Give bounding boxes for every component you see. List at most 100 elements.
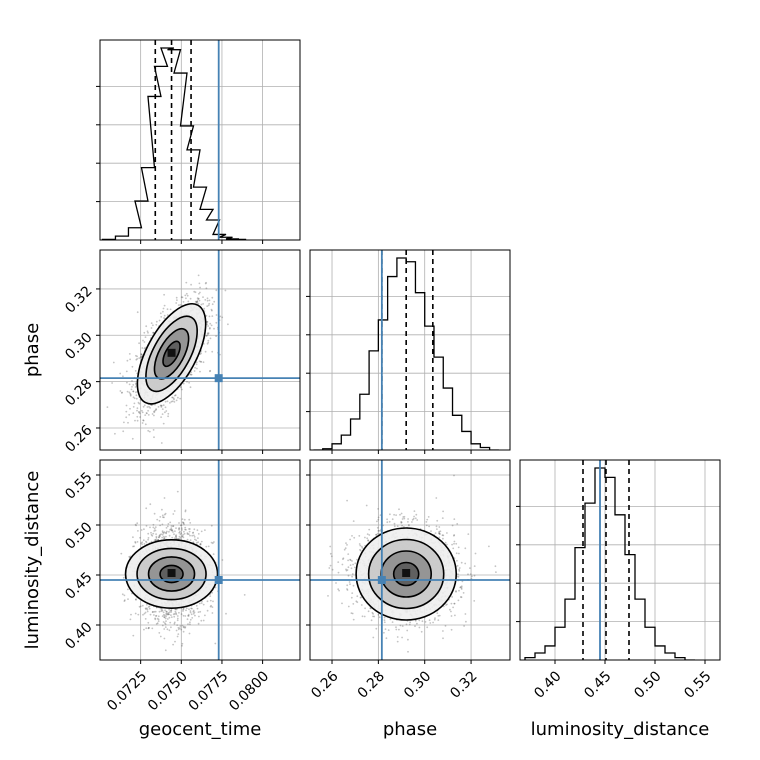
scatter-point — [155, 533, 158, 535]
scatter-point — [439, 530, 442, 533]
scatter-point — [398, 508, 400, 511]
scatter-point — [199, 610, 202, 613]
scatter-point — [184, 510, 187, 513]
scatter-point — [202, 303, 205, 305]
scatter-point — [199, 542, 202, 545]
scatter-point — [163, 616, 166, 619]
scatter-point — [200, 361, 203, 363]
scatter-point — [189, 528, 191, 530]
scatter-point — [172, 613, 175, 616]
scatter-point — [211, 606, 214, 608]
scatter-point — [215, 289, 218, 292]
scatter-point — [158, 610, 161, 613]
scatter-point — [136, 409, 138, 412]
scatter-point — [164, 617, 167, 620]
scatter-point — [160, 404, 163, 407]
scatter-point — [209, 370, 211, 373]
scatter-point — [173, 621, 176, 624]
scatter-point — [168, 611, 171, 614]
scatter-point — [128, 555, 131, 558]
scatter-point — [199, 370, 201, 373]
scatter-point — [142, 539, 145, 542]
scatter-point — [161, 514, 164, 517]
scatter-point — [450, 628, 453, 631]
scatter-point — [149, 613, 152, 616]
scatter-point — [178, 527, 181, 529]
scatter-point — [147, 606, 150, 608]
scatter-point — [451, 524, 454, 527]
scatter-point — [163, 513, 166, 516]
scatter-point — [154, 617, 157, 620]
scatter-point — [200, 530, 203, 533]
scatter-point — [155, 615, 157, 617]
scatter-point — [189, 610, 192, 612]
scatter-point — [134, 386, 137, 388]
contour-line-0 — [159, 564, 184, 584]
scatter-point — [179, 304, 182, 306]
scatter-point — [174, 530, 176, 533]
scatter-point — [119, 372, 122, 375]
scatter-point — [209, 337, 212, 340]
scatter-point — [129, 392, 132, 395]
scatter-point — [134, 419, 136, 422]
scatter-point — [170, 616, 173, 618]
scatter-point — [163, 535, 165, 538]
scatter-point — [130, 388, 133, 391]
scatter-point — [204, 299, 207, 301]
scatter-point — [160, 404, 163, 407]
scatter-point — [138, 412, 141, 415]
scatter-point — [127, 421, 129, 424]
scatter-point — [135, 394, 138, 397]
scatter-point — [195, 301, 198, 303]
scatter-point — [225, 612, 227, 615]
scatter-point — [170, 614, 172, 616]
scatter-point — [131, 386, 133, 388]
scatter-point — [158, 534, 161, 537]
scatter-point — [161, 533, 164, 536]
scatter-point — [202, 361, 205, 364]
scatter-point — [164, 512, 167, 515]
scatter-point — [187, 613, 190, 616]
scatter-point — [179, 524, 182, 527]
scatter-point — [197, 533, 200, 535]
scatter-point — [181, 521, 184, 524]
scatter-point — [152, 523, 155, 526]
scatter-point — [165, 410, 168, 412]
scatter-point — [148, 627, 150, 629]
scatter-point — [135, 383, 137, 386]
scatter-point — [190, 371, 193, 374]
frame-geocent_time-luminosity_distance — [99, 459, 301, 661]
scatter-point — [180, 527, 183, 530]
scatter-point — [175, 629, 178, 632]
scatter-point — [141, 541, 144, 544]
scatter-point — [163, 628, 166, 630]
scatter-point — [147, 621, 150, 624]
scatter-point — [179, 533, 182, 536]
scatter-point — [172, 531, 174, 533]
scatter-point — [197, 302, 200, 305]
scatter-point — [161, 408, 164, 410]
scatter-point — [163, 317, 165, 319]
scatter-point — [180, 628, 183, 631]
scatter-point — [164, 622, 166, 624]
scatter-point — [129, 407, 131, 410]
scatter-point — [207, 339, 210, 342]
scatter-point — [400, 512, 403, 515]
scatter-point — [142, 419, 145, 422]
scatter-point — [182, 382, 185, 385]
scatter-point — [154, 526, 157, 528]
scatter-point — [159, 535, 161, 537]
scatter-point — [163, 516, 165, 519]
scatter-point — [349, 583, 351, 586]
scatter-point — [132, 412, 135, 414]
scatter-point — [138, 605, 141, 608]
scatter-point — [206, 297, 209, 300]
scatter-point — [171, 396, 174, 399]
scatter-point — [125, 410, 128, 413]
scatter-point — [168, 629, 171, 632]
scatter-point — [114, 432, 116, 435]
scatter-point — [192, 610, 195, 613]
scatter-point — [205, 335, 208, 337]
scatter-point — [413, 515, 415, 518]
scatter-point — [209, 369, 212, 372]
